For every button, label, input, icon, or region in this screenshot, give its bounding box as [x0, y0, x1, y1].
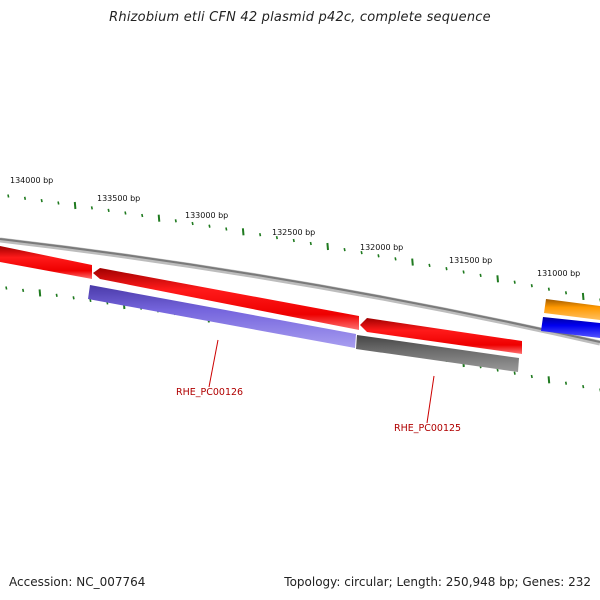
- minor-tick: [462, 270, 465, 274]
- minor-tick: [5, 286, 8, 290]
- major-tick: [157, 214, 161, 222]
- major-tick: [73, 201, 77, 210]
- major-tick: [581, 292, 585, 300]
- map-title: Rhizobium etli CFN 42 plasmid p42c, comp…: [109, 10, 491, 25]
- gene-forward-red-2[interactable]: [93, 268, 359, 330]
- minor-tick: [191, 221, 194, 226]
- minor-tick: [57, 201, 60, 205]
- gene-forward-red-3[interactable]: [360, 318, 522, 354]
- minor-tick: [40, 198, 43, 203]
- gene-forward-red-1[interactable]: [0, 246, 92, 279]
- accession-text: Accession: NC_007764: [9, 575, 146, 589]
- minor-tick: [124, 211, 127, 215]
- major-tick: [411, 258, 414, 266]
- minor-tick: [7, 194, 10, 198]
- minor-tick: [513, 371, 516, 375]
- minor-tick: [564, 381, 568, 385]
- minor-tick: [55, 293, 58, 297]
- gene-reverse-gray[interactable]: [356, 335, 519, 372]
- minor-tick: [275, 235, 278, 240]
- leader-rhe-pc00125: [426, 375, 435, 424]
- minor-tick: [174, 219, 177, 223]
- minor-tick: [208, 224, 211, 228]
- gene-label-rhe-pc00125[interactable]: RHE_PC00125: [394, 423, 461, 434]
- minor-tick: [107, 208, 110, 213]
- minor-tick: [343, 247, 346, 252]
- scale-label-132500: 132500 bp: [272, 228, 315, 237]
- plasmid-backbone-core: [0, 238, 600, 343]
- major-tick: [38, 289, 42, 297]
- minor-tick: [309, 241, 312, 246]
- minor-tick: [225, 227, 228, 231]
- minor-tick: [259, 233, 262, 237]
- minor-tick: [141, 213, 144, 218]
- scale-label-132000: 132000 bp: [360, 243, 403, 252]
- gene-forward-blue[interactable]: [541, 317, 600, 338]
- minor-tick: [445, 267, 448, 271]
- minor-tick: [428, 263, 431, 268]
- scale-label-131000: 131000 bp: [537, 269, 580, 278]
- leader-rhe-pc00126: [208, 339, 219, 388]
- minor-tick: [564, 291, 568, 295]
- inner-scale-ticks: [5, 286, 600, 392]
- scale-label-131500: 131500 bp: [449, 256, 492, 265]
- minor-tick: [23, 196, 27, 200]
- major-tick: [326, 242, 329, 251]
- minor-tick: [22, 288, 25, 293]
- major-tick: [241, 228, 245, 236]
- gene-forward-orange[interactable]: [544, 299, 600, 320]
- minor-tick: [292, 238, 295, 243]
- scale-label-133000: 133000 bp: [185, 211, 228, 220]
- minor-tick: [394, 257, 397, 261]
- minor-tick: [360, 250, 363, 255]
- minor-tick: [90, 206, 93, 210]
- scale-label-134000: 134000 bp: [10, 176, 53, 185]
- major-tick: [496, 275, 499, 283]
- gene-label-rhe-pc00126[interactable]: RHE_PC00126: [176, 387, 243, 398]
- minor-tick: [377, 254, 380, 258]
- minor-tick: [582, 384, 585, 389]
- minor-tick: [547, 287, 550, 291]
- scale-label-133500: 133500 bp: [97, 194, 140, 203]
- topology-summary: Topology: circular; Length: 250,948 bp; …: [284, 575, 591, 589]
- minor-tick: [530, 284, 533, 288]
- major-tick: [547, 376, 551, 384]
- minor-tick: [479, 273, 482, 278]
- minor-tick: [513, 280, 516, 284]
- minor-tick: [530, 374, 533, 379]
- gene-reverse-purple[interactable]: [88, 285, 356, 348]
- outer-scale-ticks: [7, 194, 600, 302]
- minor-tick: [72, 296, 75, 300]
